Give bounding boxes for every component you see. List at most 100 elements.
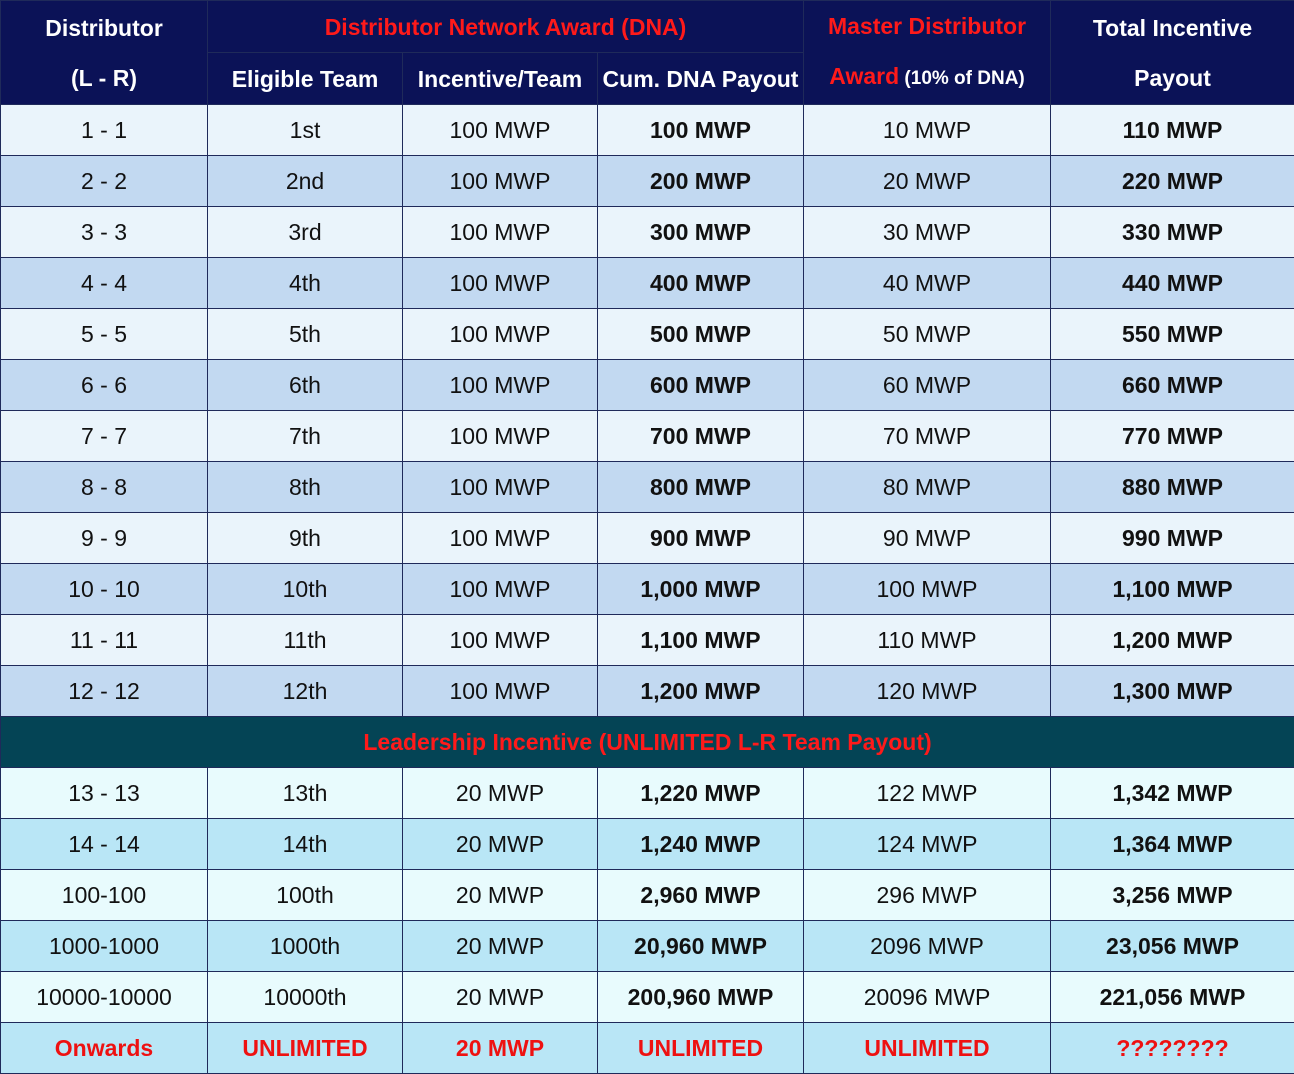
table-row: 2 - 2 2nd 100 MWP 200 MWP 20 MWP 220 MWP [1,156,1294,207]
cell-total: 23,056 MWP [1051,921,1294,972]
header-row-1: Distributor (L - R) Distributor Network … [1,1,1294,53]
header-master-note: (10% of DNA) [899,68,1025,89]
cell-incentive: 100 MWP [403,564,598,615]
cell-team: 8th [208,462,403,513]
cell-master: 60 MWP [804,360,1051,411]
header-master-award-word: Award [829,63,899,89]
header-master-award: Master Distributor Award (10% of DNA) [804,1,1051,105]
cell-distributor: 6 - 6 [1,360,208,411]
table-row: 1 - 1 1st 100 MWP 100 MWP 10 MWP 110 MWP [1,105,1294,156]
cell-team: 6th [208,360,403,411]
cell-incentive: 20 MWP [403,870,598,921]
table-row: 1000-1000 1000th 20 MWP 20,960 MWP 2096 … [1,921,1294,972]
cell-cum-dna: 1,240 MWP [598,819,804,870]
cell-team: 14th [208,819,403,870]
cell-master: 30 MWP [804,207,1051,258]
table-row: 10 - 10 10th 100 MWP 1,000 MWP 100 MWP 1… [1,564,1294,615]
table-row: 6 - 6 6th 100 MWP 600 MWP 60 MWP 660 MWP [1,360,1294,411]
cell-team: 100th [208,870,403,921]
cell-distributor: 10000-10000 [1,972,208,1023]
header-total-line2: Payout [1051,53,1294,103]
cell-cum-dna: 200,960 MWP [598,972,804,1023]
cell-team: 9th [208,513,403,564]
cell-incentive: 100 MWP [403,411,598,462]
cell-distributor: 7 - 7 [1,411,208,462]
cell-cum-dna: 400 MWP [598,258,804,309]
cell-distributor: 1000-1000 [1,921,208,972]
cell-incentive: 100 MWP [403,666,598,717]
cell-master: 90 MWP [804,513,1051,564]
cell-cum-dna: 20,960 MWP [598,921,804,972]
cell-total: 221,056 MWP [1051,972,1294,1023]
cell-incentive: 20 MWP [403,921,598,972]
table-header: Distributor (L - R) Distributor Network … [1,1,1294,105]
cell-cum-dna: 700 MWP [598,411,804,462]
cell-team: 13th [208,768,403,819]
cell-master: 100 MWP [804,564,1051,615]
cell-total: 1,300 MWP [1051,666,1294,717]
cell-distributor: 1 - 1 [1,105,208,156]
cell-distributor: 3 - 3 [1,207,208,258]
cell-distributor: 100-100 [1,870,208,921]
table-row: 10000-10000 10000th 20 MWP 200,960 MWP 2… [1,972,1294,1023]
cell-team: 11th [208,615,403,666]
table-row: 12 - 12 12th 100 MWP 1,200 MWP 120 MWP 1… [1,666,1294,717]
cell-total: 990 MWP [1051,513,1294,564]
cell-master: 296 MWP [804,870,1051,921]
cell-cum-dna: 100 MWP [598,105,804,156]
header-total-payout: Total Incentive Payout [1051,1,1294,105]
cell-team: 10000th [208,972,403,1023]
cell-team: 5th [208,309,403,360]
cell-total: 110 MWP [1051,105,1294,156]
header-eligible-team: Eligible Team [208,53,403,105]
cell-cum-dna: 2,960 MWP [598,870,804,921]
table-row: 13 - 13 13th 20 MWP 1,220 MWP 122 MWP 1,… [1,768,1294,819]
cell-master: 110 MWP [804,615,1051,666]
cell-team: 2nd [208,156,403,207]
cell-cum-dna: 1,100 MWP [598,615,804,666]
cell-incentive: 20 MWP [403,1023,598,1074]
cell-master: 2096 MWP [804,921,1051,972]
table-body: 1 - 1 1st 100 MWP 100 MWP 10 MWP 110 MWP… [1,105,1294,1074]
cell-total: 1,200 MWP [1051,615,1294,666]
cell-team: 4th [208,258,403,309]
cell-incentive: 20 MWP [403,972,598,1023]
cell-distributor: Onwards [1,1023,208,1074]
cell-master: 122 MWP [804,768,1051,819]
cell-incentive: 100 MWP [403,105,598,156]
cell-distributor: 14 - 14 [1,819,208,870]
cell-master: 20096 MWP [804,972,1051,1023]
cell-cum-dna: 200 MWP [598,156,804,207]
cell-team: 1000th [208,921,403,972]
table-row: 9 - 9 9th 100 MWP 900 MWP 90 MWP 990 MWP [1,513,1294,564]
table-row: 14 - 14 14th 20 MWP 1,240 MWP 124 MWP 1,… [1,819,1294,870]
cell-distributor: 2 - 2 [1,156,208,207]
cell-master: 124 MWP [804,819,1051,870]
cell-distributor: 12 - 12 [1,666,208,717]
table-row: 5 - 5 5th 100 MWP 500 MWP 50 MWP 550 MWP [1,309,1294,360]
cell-total: 1,364 MWP [1051,819,1294,870]
cell-total: 330 MWP [1051,207,1294,258]
table-row: 11 - 11 11th 100 MWP 1,100 MWP 110 MWP 1… [1,615,1294,666]
cell-incentive: 100 MWP [403,258,598,309]
cell-incentive: 100 MWP [403,156,598,207]
table-row: 7 - 7 7th 100 MWP 700 MWP 70 MWP 770 MWP [1,411,1294,462]
cell-incentive: 100 MWP [403,615,598,666]
cell-master: 70 MWP [804,411,1051,462]
cell-total: 220 MWP [1051,156,1294,207]
cell-distributor: 13 - 13 [1,768,208,819]
cell-distributor: 8 - 8 [1,462,208,513]
cell-cum-dna: 1,220 MWP [598,768,804,819]
cell-distributor: 9 - 9 [1,513,208,564]
cell-total: 1,100 MWP [1051,564,1294,615]
header-dna-title: Distributor Network Award (DNA) [208,1,804,53]
cell-distributor: 4 - 4 [1,258,208,309]
cell-total: 440 MWP [1051,258,1294,309]
cell-incentive: 100 MWP [403,513,598,564]
cell-team: 1st [208,105,403,156]
cell-team: UNLIMITED [208,1023,403,1074]
cell-team: 7th [208,411,403,462]
cell-master: 80 MWP [804,462,1051,513]
cell-master: 10 MWP [804,105,1051,156]
cell-master: 120 MWP [804,666,1051,717]
